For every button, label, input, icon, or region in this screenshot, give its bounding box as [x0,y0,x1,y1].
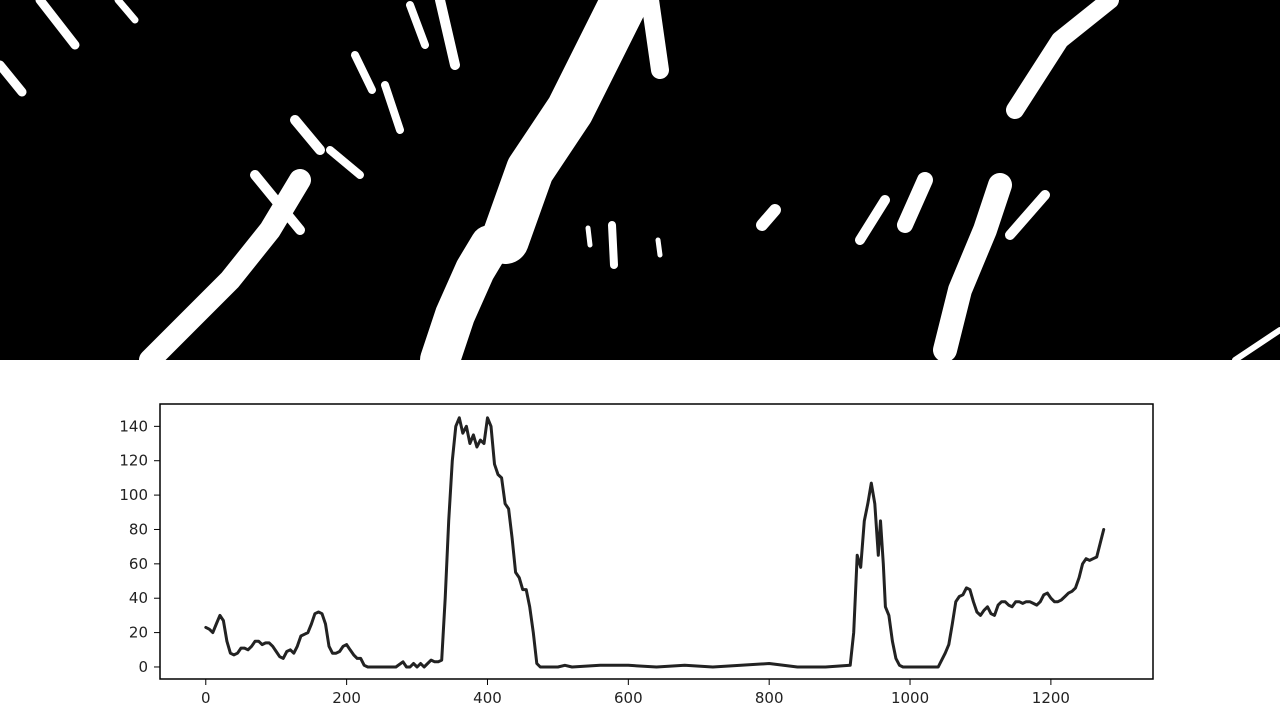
y-tick-label: 80 [129,520,148,538]
lane-stroke-center-lane-upper [481,0,649,264]
lane-stroke-mid-blob [756,204,781,231]
lane-stroke-right-mid-b [897,172,933,233]
lane-stroke-top-left-b [0,60,27,97]
x-tick-label: 400 [473,689,502,707]
lane-stroke-left-flecks-a [351,51,376,94]
y-tick-label: 60 [129,555,148,573]
lane-stroke-right-lane-side [1005,190,1050,240]
lane-stroke-center-small-b [655,237,663,258]
lane-stroke-center-small-c [585,225,593,248]
lane-stroke-left-flecks-g [250,170,305,235]
lane-stroke-left-flecks-d [435,0,460,70]
lane-stroke-left-flecks-f [326,146,364,179]
x-tick-label: 1000 [891,689,929,707]
lane-stroke-left-flecks-c [406,1,429,49]
y-tick-label: 120 [119,452,148,470]
lane-stroke-center-lane-lower [420,225,510,360]
y-tick-label: 20 [129,624,148,642]
y-tick-label: 40 [129,589,148,607]
lane-stroke-right-lane-lower [933,173,1012,360]
lane-stroke-top-left-a [35,0,80,50]
histogram-line [204,416,1106,669]
lane-stroke-top-left-c [114,0,139,24]
histogram-chart: 0 200 400 600 800 1000 1200 0 20 40 60 80 100 120 140 [119,403,1154,707]
y-axis: 0 20 40 60 80 100 120 140 [119,417,160,676]
lane-stroke-right-mid-a [855,195,890,245]
lane-stroke-left-flecks-e [290,115,325,155]
y-tick-label: 140 [119,417,148,435]
lane-stroke-right-lane-upper [1006,0,1119,119]
lane-stroke-left-flecks-b [381,81,404,134]
plot-area [160,404,1153,679]
x-axis: 0 200 400 600 800 1000 1200 [201,679,1070,707]
x-tick-label: 800 [755,689,784,707]
y-tick-label: 100 [119,486,148,504]
x-tick-label: 0 [201,689,211,707]
lane-stroke-bottom-right-corner [1232,327,1280,360]
y-tick-label: 0 [138,658,148,676]
x-tick-label: 200 [332,689,361,707]
lane-feature-layer [0,0,1280,360]
lane-stroke-center-small-a [608,221,618,269]
x-tick-label: 1200 [1032,689,1070,707]
x-tick-label: 600 [614,689,643,707]
binary-lane-image [0,0,1280,360]
lane-stroke-center-top-bar [641,0,669,79]
plot-frame [159,403,1154,680]
